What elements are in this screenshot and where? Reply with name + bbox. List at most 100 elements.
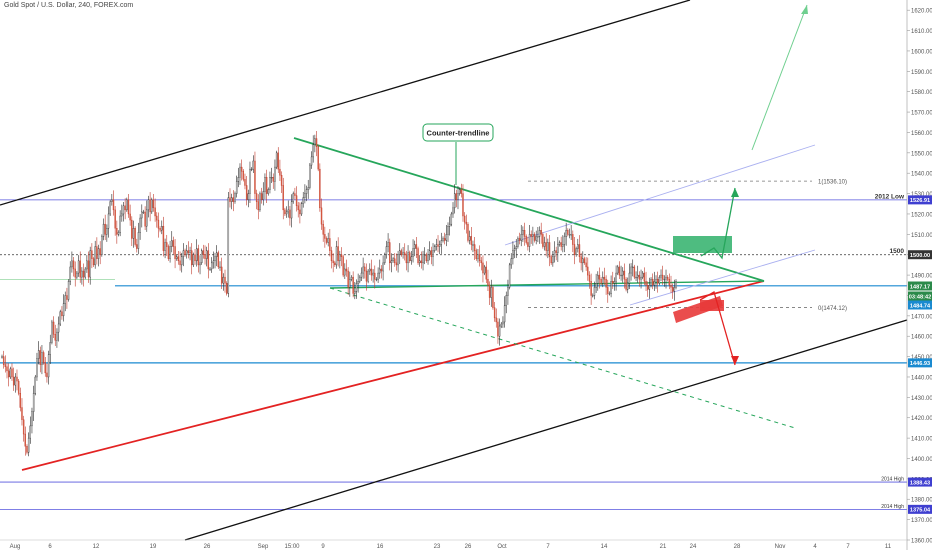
- candle-body: [319, 168, 321, 209]
- candle: [92, 256, 95, 267]
- candle: [668, 273, 671, 290]
- candle: [498, 318, 501, 346]
- candle-body: [300, 203, 303, 215]
- candle: [404, 243, 406, 261]
- candle-body: [69, 266, 71, 282]
- candle-body: [620, 274, 622, 277]
- candle: [533, 232, 536, 243]
- candle: [588, 271, 591, 289]
- candle: [255, 189, 258, 210]
- candle: [538, 226, 541, 244]
- candle: [11, 363, 13, 381]
- candle: [144, 206, 146, 231]
- candle-body: [254, 160, 256, 194]
- price-label: 1388.43 2014 High: [881, 477, 932, 487]
- candle: [174, 239, 176, 269]
- candle: [547, 238, 549, 259]
- candle: [615, 265, 617, 291]
- candle-body: [51, 321, 53, 343]
- candle-body: [618, 266, 621, 276]
- candle-body: [134, 228, 136, 245]
- y-tick-label: 1530.00: [911, 192, 932, 198]
- candle-body: [76, 272, 78, 278]
- candle-body: [284, 209, 286, 215]
- resistance-trendline: [293, 137, 765, 282]
- candle: [22, 415, 25, 442]
- candle: [207, 243, 210, 279]
- candle-body: [342, 256, 344, 276]
- candle-body: [329, 238, 331, 251]
- candle: [661, 265, 664, 285]
- candle: [666, 275, 669, 282]
- candle-body: [390, 260, 393, 264]
- candle: [487, 269, 489, 291]
- candle-body: [382, 262, 384, 272]
- candle-body: [260, 193, 263, 200]
- candle: [184, 248, 186, 257]
- candle: [307, 179, 309, 199]
- candle: [480, 256, 482, 271]
- candle-body: [299, 209, 301, 215]
- candle-body: [480, 260, 482, 264]
- candle-body: [255, 193, 258, 202]
- candle-body: [274, 166, 276, 182]
- candle-body: [174, 246, 176, 259]
- candle: [194, 249, 196, 265]
- candle-body: [380, 268, 383, 272]
- candle-body: [27, 437, 30, 453]
- candle: [234, 191, 236, 204]
- candle: [196, 239, 198, 267]
- candle: [497, 318, 499, 344]
- candle-body: [635, 276, 637, 279]
- candle-body: [230, 197, 233, 202]
- candle-body: [415, 244, 418, 249]
- candle-body: [507, 287, 509, 296]
- candle: [415, 236, 418, 258]
- candle: [590, 273, 592, 305]
- candle: [367, 268, 369, 284]
- candle-body: [660, 274, 662, 278]
- candle: [141, 204, 143, 228]
- x-tick-label: 23: [434, 544, 441, 550]
- candle-body: [290, 201, 293, 219]
- candle: [443, 232, 446, 245]
- candle: [627, 277, 629, 294]
- candle-body: [237, 177, 240, 182]
- candle-body: [580, 256, 582, 264]
- candle: [192, 252, 195, 267]
- candle-body: [42, 352, 45, 363]
- price-label-box: [908, 281, 932, 291]
- candle-body: [335, 246, 338, 266]
- candle-body: [282, 185, 284, 211]
- candle: [149, 192, 151, 222]
- candle: [290, 194, 293, 228]
- candle-body: [309, 164, 311, 188]
- candle: [432, 243, 434, 267]
- bullish-zone: [673, 236, 732, 253]
- candle-body: [468, 236, 471, 241]
- candle-body: [117, 232, 120, 235]
- candle: [430, 246, 433, 265]
- candle: [219, 261, 221, 271]
- candle: [309, 163, 311, 190]
- candle: [477, 249, 479, 263]
- candle-body: [633, 266, 636, 278]
- candle-body: [307, 187, 309, 190]
- candle-body: [116, 228, 118, 235]
- candle: [6, 362, 8, 379]
- candle: [300, 201, 303, 216]
- candle: [528, 224, 531, 253]
- candle: [4, 355, 7, 373]
- candle-body: [412, 248, 414, 257]
- x-tick-label: 14: [601, 544, 608, 550]
- candle-body: [409, 252, 411, 262]
- candle-body: [593, 287, 596, 296]
- candle: [247, 189, 250, 208]
- candle-body: [181, 256, 183, 266]
- candle-body: [555, 250, 557, 253]
- candle-body: [615, 272, 617, 282]
- candle: [557, 236, 559, 263]
- candle: [567, 228, 569, 237]
